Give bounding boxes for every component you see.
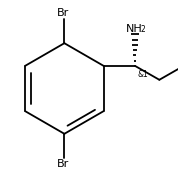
Text: Br: Br <box>57 159 70 169</box>
Text: &1: &1 <box>138 70 148 79</box>
Text: NH: NH <box>126 24 142 34</box>
Text: Br: Br <box>57 8 70 18</box>
Text: 2: 2 <box>141 25 145 34</box>
